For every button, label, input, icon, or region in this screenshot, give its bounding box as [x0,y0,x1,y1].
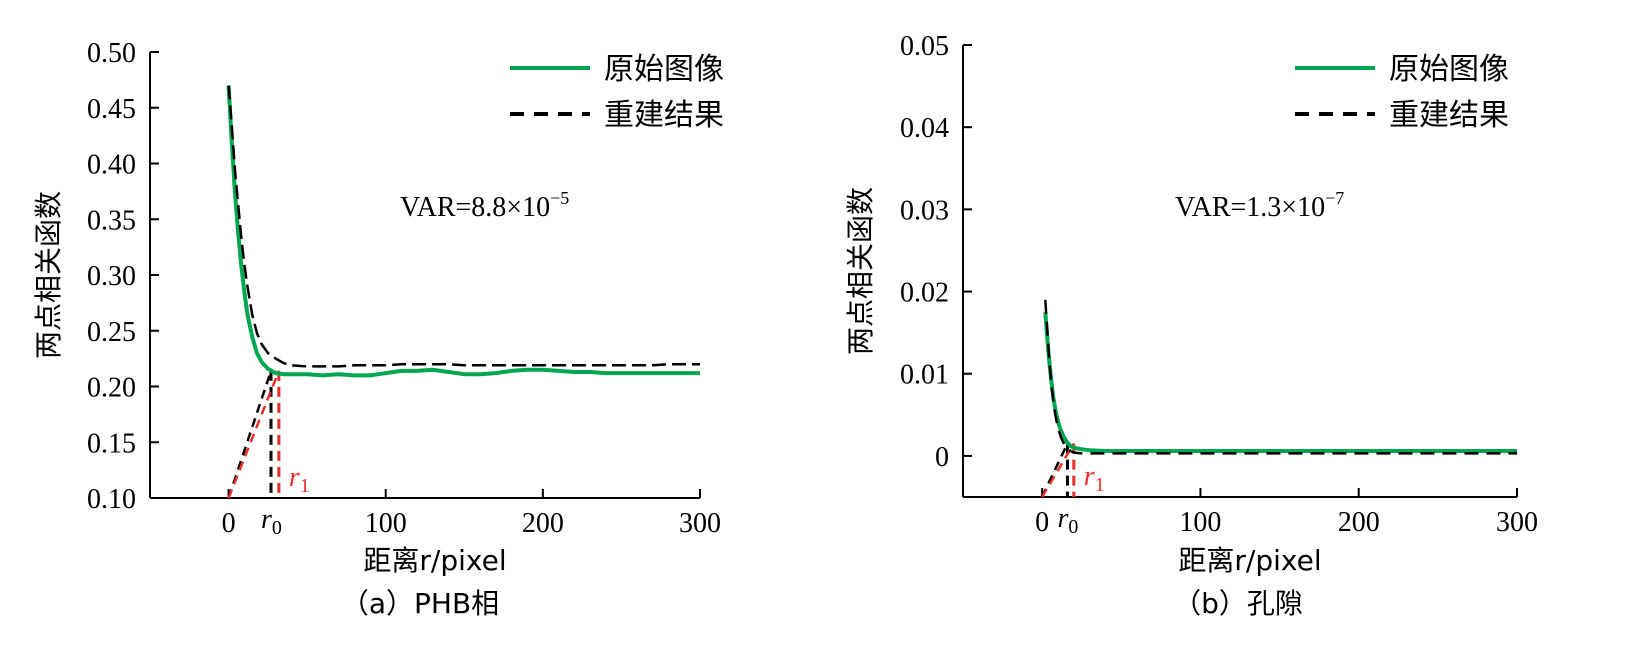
y-tick-label: 0.25 [87,317,136,348]
x-axis-title: 距离r/pixel [1178,544,1321,577]
marker-subscript: 0 [1068,516,1078,538]
marker-tangent-r0 [1040,443,1069,498]
x-tick-label: 300 [679,508,721,539]
var-exponent: −5 [550,188,569,208]
marker-subscript: 0 [272,517,282,539]
panel-caption: （a）PHB相 [341,587,499,620]
marker-label-r0: r0 [1057,503,1078,538]
var-annotation: VAR=8.8×10−5 [400,188,569,223]
x-tick-label: 200 [1338,507,1380,538]
marker-tangent-r1 [1041,442,1075,498]
x-tick-label: 300 [1496,507,1538,538]
marker-label-r1: r1 [1084,461,1105,496]
y-tick-label: 0.45 [87,94,136,125]
y-tick-label: 0.05 [900,31,949,62]
y-tick-label: 0.02 [900,278,949,309]
y-tick-label: 0.03 [900,195,949,226]
series-line-reconstructed [1044,299,1517,455]
y-tick-label: 0.20 [87,373,136,404]
y-axis-title: 两点相关函数 [844,187,877,355]
x-tick-label: 100 [1179,507,1221,538]
y-tick-label: 0.30 [87,261,136,292]
y-tick-label: 0.15 [87,428,136,459]
series-line-reconstructed [227,85,700,368]
y-tick-label: 0.50 [87,38,136,69]
marker-label-r0: r0 [261,504,282,539]
series-line-original [1043,311,1517,453]
x-tick-label: 0 [1035,507,1049,538]
x-tick-label: 0 [222,508,236,539]
legend-label-reconstructed: 重建结果 [604,98,724,133]
marker-label-r1: r1 [289,462,310,497]
y-tick-label: 0 [935,442,949,473]
var-exponent: −7 [1325,188,1344,208]
legend-label-original: 原始图像 [1389,52,1509,87]
y-tick-label: 0.04 [900,113,949,144]
y-tick-label: 0.40 [87,150,136,181]
y-tick-label: 0.10 [87,484,136,515]
var-annotation: VAR=1.3×10−7 [1175,188,1344,223]
panel-caption: （b）孔隙 [1173,587,1303,620]
chart-panel-a: 0.10 0.15 0.20 0.25 0.30 0.35 0.40 0.45 0.50 0 100… [32,38,724,620]
marker-subscript: 1 [300,475,310,497]
series-line-original [226,85,700,378]
y-tick-label: 0.01 [900,360,949,391]
marker-tangent-r1 [227,370,281,499]
chart-panel-b: 0 0.01 0.02 0.03 0.04 0.05 0 100 200 300 两点相关函数距离r… [844,31,1538,620]
marker-subscript: 1 [1095,474,1105,496]
x-axis-title: 距离r/pixel [363,544,506,577]
x-tick-label: 200 [522,508,564,539]
y-axis-title: 两点相关函数 [32,191,65,359]
legend-label-original: 原始图像 [604,52,724,87]
y-tick-label: 0.35 [87,205,136,236]
legend-label-reconstructed: 重建结果 [1389,98,1509,133]
x-tick-label: 100 [365,508,407,539]
